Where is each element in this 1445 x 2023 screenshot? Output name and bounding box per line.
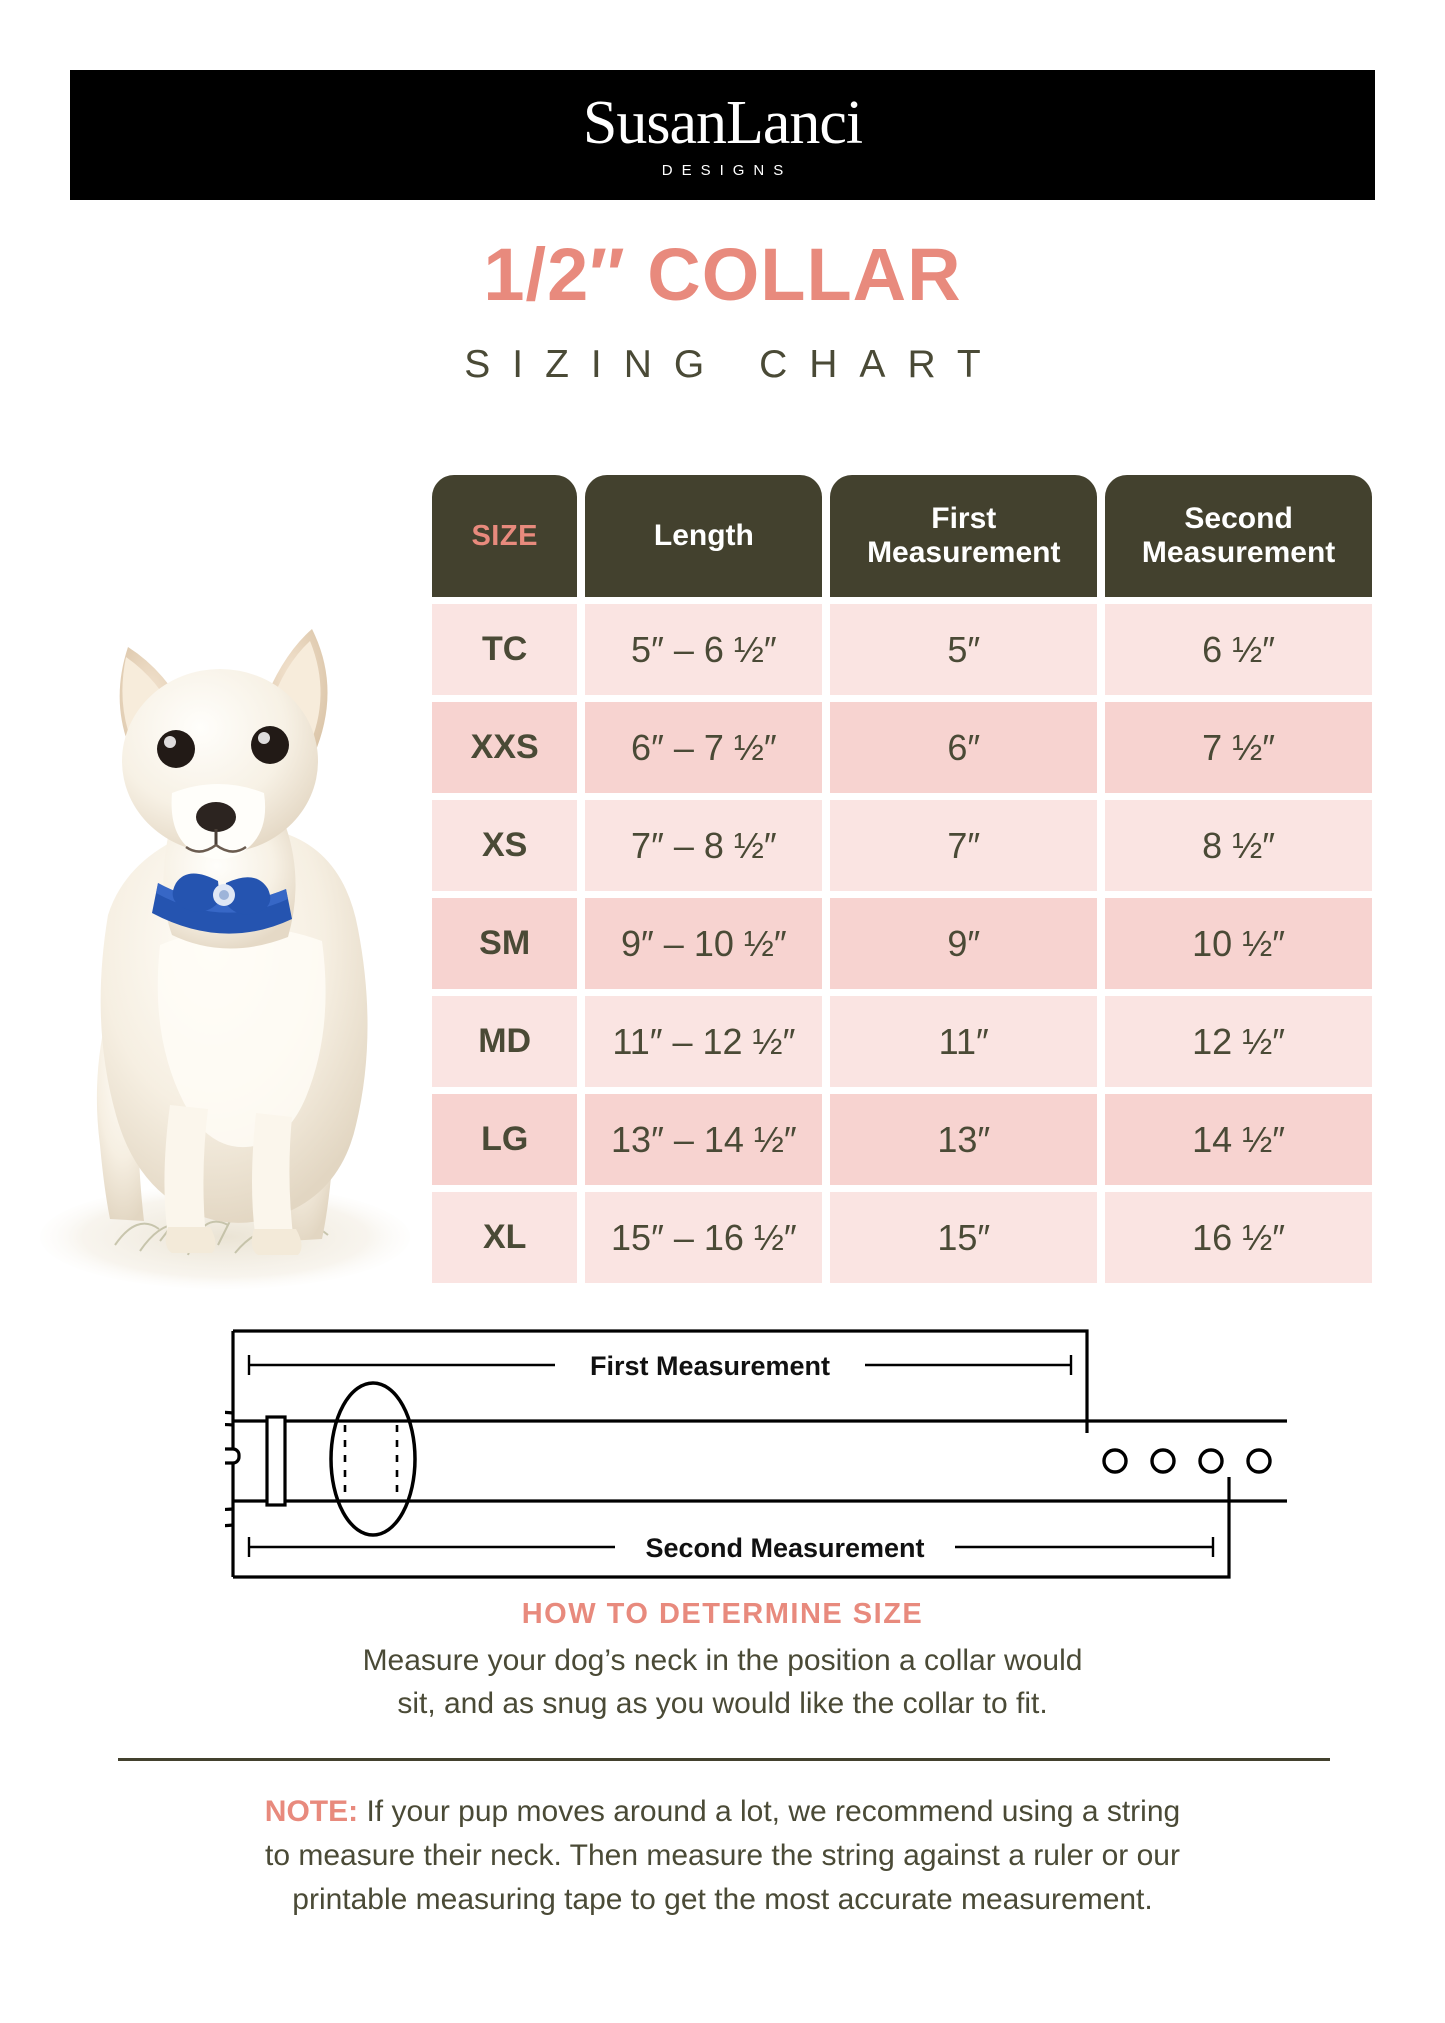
cell-size: MD <box>432 996 578 1087</box>
strap-end-plate <box>265 1415 287 1507</box>
chihuahua-illustration <box>40 629 410 1289</box>
cell-second: 6 ½″ <box>1105 604 1372 695</box>
note-line-2: to measure their neck. Then measure the … <box>265 1838 1180 1872</box>
table-row: XS 7″ – 8 ½″ 7″ 8 ½″ <box>432 800 1372 891</box>
cell-second: 7 ½″ <box>1105 702 1372 793</box>
cell-first: 15″ <box>830 1192 1098 1283</box>
cell-second: 14 ½″ <box>1105 1094 1372 1185</box>
note-label: NOTE: <box>264 1795 359 1828</box>
first-measurement-leader <box>247 1355 1073 1375</box>
cell-length: 5″ – 6 ½″ <box>585 604 823 695</box>
howto-line-1: Measure your dog’s neck in the position … <box>362 1644 1083 1677</box>
keeper-loop <box>329 1381 417 1537</box>
cell-size: XS <box>432 800 578 891</box>
cell-size: SM <box>432 898 578 989</box>
second-measurement-bracket <box>233 1477 1231 1579</box>
cell-size: XL <box>432 1192 578 1283</box>
size-table: SIZE Length First Measurement Second Mea… <box>432 475 1373 1290</box>
brand-header-bar: SusanLanci DESIGNS <box>70 70 1375 200</box>
cell-length: 9″ – 10 ½″ <box>585 898 823 989</box>
table-row: XL 15″ – 16 ½″ 15″ 16 ½″ <box>432 1192 1372 1283</box>
cell-first: 13″ <box>830 1094 1098 1185</box>
note-line-1-text: If your pup moves around a lot, we recom… <box>358 1795 1181 1828</box>
collar-diagram-svg: First Measurement Second Measurement <box>97 1329 1287 1579</box>
table-row: MD 11″ – 12 ½″ 11″ 12 ½″ <box>432 996 1372 1087</box>
page-title: 1/2″ COLLAR <box>483 233 962 316</box>
table-row: SM 9″ – 10 ½″ 9″ 10 ½″ <box>432 898 1372 989</box>
cell-second: 16 ½″ <box>1105 1192 1372 1283</box>
page-subtitle: SIZING CHART <box>464 343 1003 386</box>
table-header-row: SIZE Length First Measurement Second Mea… <box>432 475 1373 597</box>
brand-tagline: DESIGNS <box>661 161 793 179</box>
column-header-first-measurement: First Measurement <box>830 475 1098 597</box>
cell-length: 11″ – 12 ½″ <box>585 996 823 1087</box>
note-line-1: NOTE: If your pup moves around a lot, we… <box>160 1790 1285 1834</box>
cell-length: 6″ – 7 ½″ <box>585 702 823 793</box>
note-line-3: printable measuring tape to get the most… <box>292 1882 1153 1916</box>
first-measurement-label: First Measurement <box>590 1351 830 1381</box>
cell-first: 5″ <box>830 604 1098 695</box>
column-header-length: Length <box>585 475 823 597</box>
cell-size: LG <box>432 1094 578 1185</box>
cell-first: 11″ <box>830 996 1098 1087</box>
fold-lines <box>343 1425 399 1497</box>
howto-line-2: sit, and as snug as you would like the c… <box>397 1686 1048 1720</box>
column-header-size: SIZE <box>432 475 578 597</box>
howto-title: HOW TO DETERMINE SIZE <box>521 1598 924 1630</box>
second-measurement-label: Second Measurement <box>645 1533 924 1563</box>
section-divider <box>118 1758 1330 1761</box>
howto-body: Measure your dog’s neck in the position … <box>0 1640 1445 1725</box>
brand-logo: SusanLanci <box>582 88 863 157</box>
cell-second: 8 ½″ <box>1105 800 1372 891</box>
cell-size: XXS <box>432 702 578 793</box>
cell-length: 15″ – 16 ½″ <box>585 1192 823 1283</box>
note-block: NOTE: If your pup moves around a lot, we… <box>160 1790 1285 1921</box>
cell-first: 9″ <box>830 898 1098 989</box>
adjustment-holes <box>1102 1448 1272 1474</box>
table-row: XXS 6″ – 7 ½″ 6″ 7 ½″ <box>432 702 1372 793</box>
first-measurement-bracket <box>233 1329 1089 1433</box>
cell-length: 13″ – 14 ½″ <box>585 1094 823 1185</box>
cell-size: TC <box>432 604 578 695</box>
cell-first: 6″ <box>830 702 1098 793</box>
cell-second: 12 ½″ <box>1105 996 1372 1087</box>
second-measurement-leader <box>247 1537 1215 1557</box>
cell-second: 10 ½″ <box>1105 898 1372 989</box>
cell-first: 7″ <box>830 800 1098 891</box>
collar-measurement-diagram: First Measurement Second Measurement <box>97 1325 1295 1585</box>
table-row: TC 5″ – 6 ½″ 5″ 6 ½″ <box>432 604 1372 695</box>
cell-length: 7″ – 8 ½″ <box>585 800 823 891</box>
dog-photo <box>20 565 480 1300</box>
table-row: LG 13″ – 14 ½″ 13″ 14 ½″ <box>432 1094 1372 1185</box>
column-header-second-measurement: Second Measurement <box>1105 475 1373 597</box>
